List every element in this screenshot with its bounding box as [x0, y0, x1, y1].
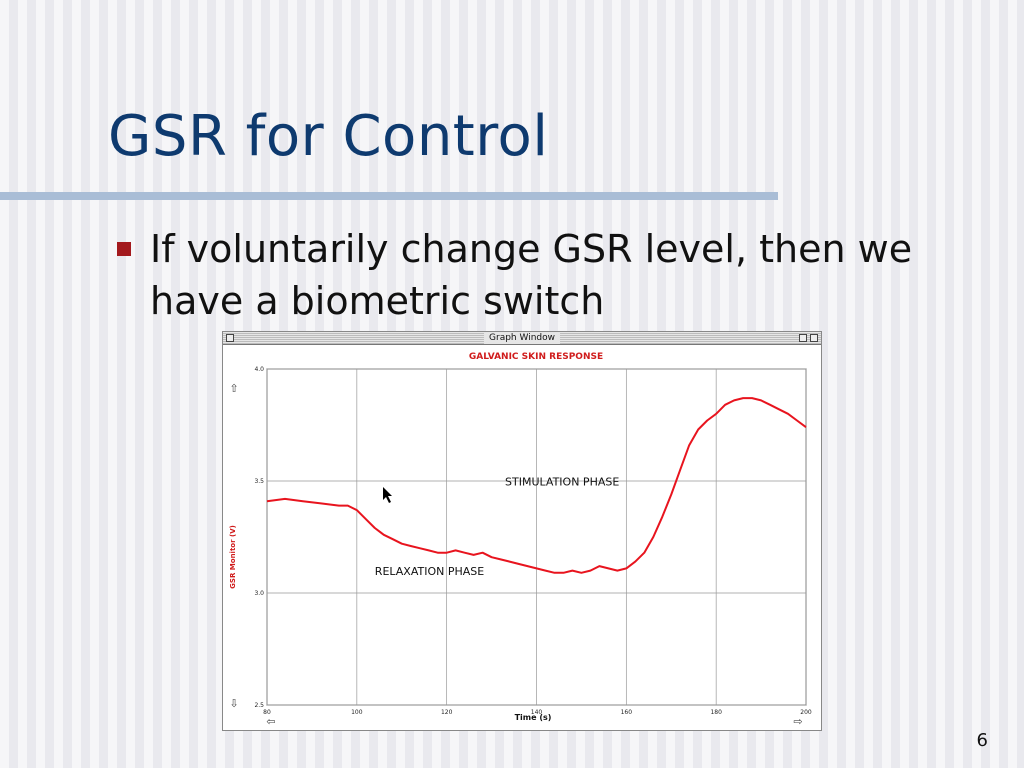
annotation-1: STIMULATION PHASE [505, 475, 619, 488]
bullet-square-icon [117, 242, 131, 256]
x-tick-label-4: 160 [621, 709, 633, 716]
scroll-right-arrow-icon[interactable]: ⇨ [793, 715, 802, 728]
annotation-0: RELAXATION PHASE [375, 565, 484, 578]
window-titlebar[interactable]: Graph Window [223, 332, 821, 345]
page-number: 6 [976, 730, 988, 751]
title-underline [0, 192, 778, 200]
y-tick-label-3: 4.0 [254, 366, 264, 373]
scroll-up-arrow-icon[interactable]: ⇧ [229, 382, 238, 395]
gsr-chart: GALVANIC SKIN RESPONSE 80 100 120 140 160 180… [229, 352, 812, 728]
x-tick-label-2: 120 [441, 709, 453, 716]
scroll-left-arrow-icon[interactable]: ⇦ [266, 715, 275, 728]
slide-title: GSR for Control [108, 104, 549, 169]
chart-title: GALVANIC SKIN RESPONSE [469, 352, 603, 362]
x-tick-label-3: 140 [531, 709, 543, 716]
mouse-cursor-icon [383, 487, 392, 503]
collapse-box-icon[interactable] [810, 334, 818, 342]
close-box-icon[interactable] [226, 334, 234, 342]
zoom-box-icon[interactable] [799, 334, 807, 342]
graph-window: Graph Window GALVANIC SKIN RESPONSE 80 10… [222, 331, 822, 731]
window-title: Graph Window [484, 332, 560, 344]
y-tick-label-0: 2.5 [254, 702, 264, 709]
y-tick-label-2: 3.5 [254, 478, 264, 485]
x-tick-label-5: 180 [710, 709, 722, 716]
gsr-series-line-0 [266, 397, 807, 574]
x-tick-label-6: 200 [800, 709, 812, 716]
x-tick-label-0: 80 [263, 709, 271, 716]
scroll-down-arrow-icon[interactable]: ⇩ [229, 697, 238, 710]
x-tick-label-1: 100 [351, 709, 363, 716]
x-axis-label: Time (s) [515, 713, 552, 722]
y-tick-label-1: 3.0 [254, 590, 264, 597]
bullet-text: If voluntarily change GSR level, then we… [150, 227, 913, 323]
y-axis-label: GSR Monitor (V) [229, 525, 237, 589]
